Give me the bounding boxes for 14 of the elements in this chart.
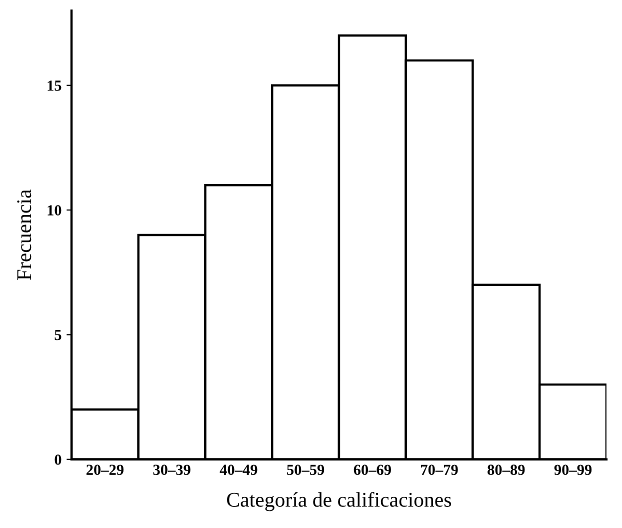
y-tick-label: 15 (48, 80, 62, 91)
x-tick-label: 40–49 (220, 464, 258, 475)
x-tick-label: 70–79 (421, 464, 458, 475)
x-tick-label: 90–99 (554, 464, 592, 475)
y-tick-label: 10 (48, 205, 62, 216)
y-axis-title: Frecuencia (17, 190, 32, 280)
x-tick-label: 60–69 (354, 464, 391, 475)
y-tick-label: 0 (54, 454, 62, 465)
x-tick-label: 50–59 (287, 464, 324, 475)
x-tick-label: 80–89 (488, 464, 525, 475)
y-tick-label: 5 (54, 330, 62, 340)
x-tick-label: 20–29 (86, 464, 124, 475)
x-tick-label: 30–39 (153, 464, 190, 475)
x-axis-title: Categoría de calificaciones (227, 492, 452, 512)
